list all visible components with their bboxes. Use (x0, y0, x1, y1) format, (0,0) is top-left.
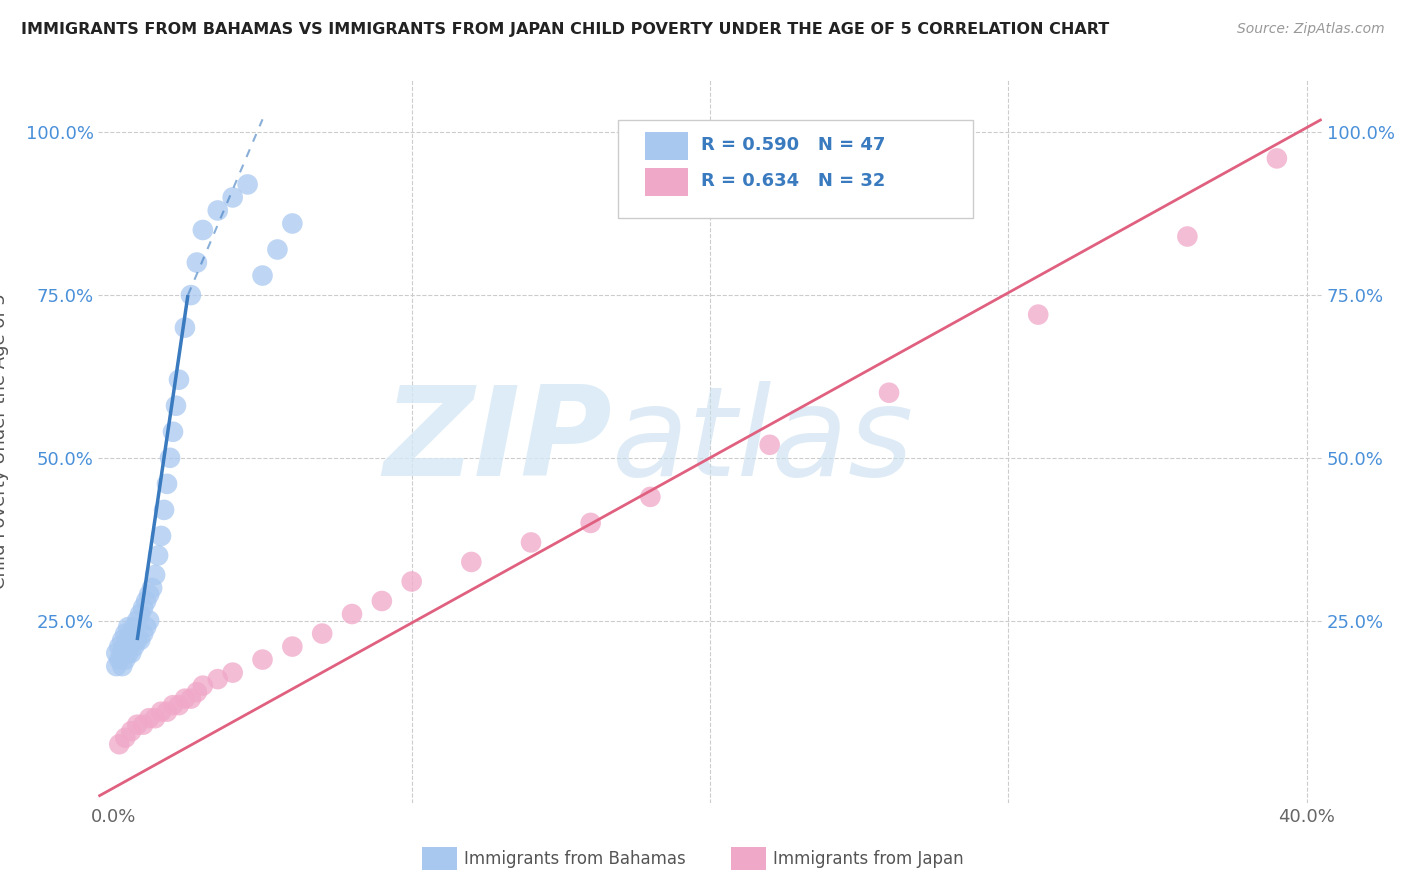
Point (252, 652, 274, 666)
Point (146, 549, 169, 563)
Point (281, 217, 304, 231)
Point (117, 646, 139, 660)
Text: atlas: atlas (612, 381, 914, 502)
Point (167, 373, 190, 387)
Point (165, 399, 187, 413)
Point (108, 640, 131, 654)
Point (135, 594, 157, 608)
Point (143, 711, 166, 725)
Point (111, 659, 134, 673)
Point (520, 535, 543, 549)
Point (640, 490, 662, 504)
Point (114, 626, 136, 640)
Point (143, 568, 166, 582)
Point (186, 255, 208, 269)
Point (129, 633, 152, 648)
Point (138, 614, 160, 628)
Point (174, 691, 197, 706)
Point (150, 529, 173, 543)
Point (1026, 308, 1049, 322)
Point (122, 620, 145, 634)
Text: ZIP: ZIP (384, 381, 612, 502)
Text: Immigrants from Bahamas: Immigrants from Bahamas (464, 850, 686, 868)
Point (117, 633, 139, 648)
Bar (645, 132, 688, 160)
Point (127, 633, 149, 648)
Text: IMMIGRANTS FROM BAHAMAS VS IMMIGRANTS FROM JAPAN CHILD POVERTY UNDER THE AGE OF : IMMIGRANTS FROM BAHAMAS VS IMMIGRANTS FR… (21, 22, 1109, 37)
Point (108, 737, 131, 751)
Point (174, 320, 197, 334)
Point (236, 178, 259, 192)
Point (758, 438, 780, 452)
Point (114, 652, 136, 666)
Point (162, 698, 184, 713)
Text: Immigrants from Japan: Immigrants from Japan (773, 850, 965, 868)
Point (153, 503, 176, 517)
Point (877, 385, 900, 400)
Point (340, 607, 363, 621)
Point (132, 717, 155, 731)
Point (138, 587, 160, 601)
Bar (645, 169, 688, 196)
Point (159, 450, 181, 465)
Point (127, 717, 149, 731)
Point (111, 646, 134, 660)
Point (122, 640, 145, 654)
Point (120, 626, 142, 640)
Point (114, 640, 136, 654)
Point (186, 685, 208, 699)
Point (127, 614, 149, 628)
Point (401, 574, 423, 589)
Point (191, 223, 214, 237)
Point (180, 691, 202, 706)
Text: R = 0.590   N = 47: R = 0.590 N = 47 (702, 136, 886, 154)
Point (156, 705, 179, 719)
Text: R = 0.634   N = 32: R = 0.634 N = 32 (702, 172, 886, 190)
Point (221, 665, 243, 680)
Point (132, 626, 155, 640)
Point (111, 633, 134, 648)
Point (167, 698, 190, 713)
Point (221, 190, 243, 204)
Point (120, 724, 142, 739)
Point (1265, 152, 1288, 166)
Point (252, 268, 274, 283)
Point (105, 646, 128, 660)
Point (150, 705, 173, 719)
Point (371, 594, 394, 608)
Point (460, 555, 482, 569)
Point (117, 620, 139, 634)
Point (156, 476, 179, 491)
Point (311, 626, 333, 640)
Point (132, 600, 155, 615)
Point (180, 288, 202, 302)
Point (129, 607, 152, 621)
Point (135, 620, 157, 634)
Point (138, 711, 160, 725)
Point (120, 646, 142, 660)
Point (1177, 229, 1199, 244)
Point (105, 659, 128, 673)
Point (108, 652, 131, 666)
Point (281, 640, 304, 654)
Y-axis label: Child Poverty Under the Age of 5: Child Poverty Under the Age of 5 (0, 293, 8, 590)
Point (114, 731, 136, 745)
FancyBboxPatch shape (619, 120, 973, 218)
Point (191, 679, 214, 693)
Point (141, 581, 163, 595)
Text: Source: ZipAtlas.com: Source: ZipAtlas.com (1237, 22, 1385, 37)
Point (207, 672, 229, 686)
Point (162, 425, 184, 439)
Point (207, 203, 229, 218)
Point (266, 243, 288, 257)
Point (579, 516, 602, 530)
